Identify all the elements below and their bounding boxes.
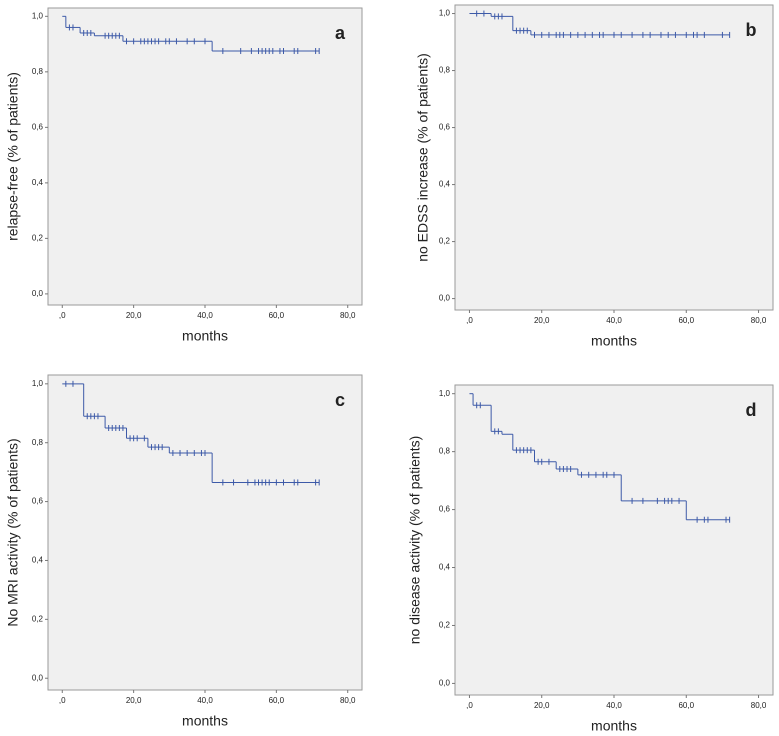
- x-tick-label: ,0: [59, 696, 66, 705]
- y-tick-label: 0,4: [32, 178, 44, 187]
- panel-letter: b: [746, 20, 757, 40]
- y-tick-label: 0,2: [439, 621, 451, 630]
- x-tick-label: 40,0: [606, 701, 622, 710]
- x-axis-title: months: [182, 328, 228, 344]
- plot-area: [47, 374, 363, 691]
- x-tick-label: 20,0: [534, 316, 550, 325]
- y-axis-title: relapse-free (% of patients): [5, 72, 21, 241]
- y-tick-label: 1,0: [439, 9, 451, 18]
- x-tick-label: 80,0: [340, 696, 356, 705]
- y-axis-title: no disease activity (% of patients): [407, 436, 423, 645]
- y-tick-label: 0,0: [439, 679, 451, 688]
- x-tick-label: ,0: [466, 701, 473, 710]
- y-tick-label: 0,8: [32, 67, 44, 76]
- y-tick-label: 1,0: [32, 379, 44, 388]
- panel-letter: c: [335, 390, 345, 410]
- x-tick-label: 40,0: [197, 311, 213, 320]
- x-tick-label: 60,0: [269, 696, 285, 705]
- y-tick-label: 0,2: [32, 614, 44, 623]
- y-axis-title: no EDSS increase (% of patients): [415, 53, 431, 262]
- x-tick-label: 80,0: [751, 316, 767, 325]
- x-tick-label: 20,0: [126, 696, 142, 705]
- y-tick-label: 1,0: [32, 11, 44, 20]
- y-tick-label: 0,8: [32, 438, 44, 447]
- y-tick-label: 0,2: [439, 237, 451, 246]
- y-axis-title: No MRI activity (% of patients): [5, 438, 21, 626]
- plot-area: [454, 384, 774, 696]
- y-tick-label: 0,4: [32, 556, 44, 565]
- x-tick-label: 20,0: [126, 311, 142, 320]
- y-tick-label: 0,6: [439, 505, 451, 514]
- x-axis-title: months: [591, 333, 637, 349]
- y-tick-label: 0,6: [32, 122, 44, 131]
- y-tick-label: 0,2: [32, 233, 44, 242]
- y-tick-label: 0,8: [439, 447, 451, 456]
- x-tick-label: 40,0: [197, 696, 213, 705]
- x-axis-title: months: [591, 718, 637, 734]
- y-tick-label: 0,0: [32, 673, 44, 682]
- x-tick-label: 80,0: [340, 311, 356, 320]
- x-tick-label: 80,0: [751, 701, 767, 710]
- x-tick-label: 60,0: [269, 311, 285, 320]
- y-tick-label: 0,8: [439, 66, 451, 75]
- y-tick-label: 0,0: [439, 294, 451, 303]
- x-tick-label: 60,0: [678, 316, 694, 325]
- plot-area: [454, 4, 774, 311]
- x-tick-label: 40,0: [606, 316, 622, 325]
- panel-letter: d: [746, 400, 757, 420]
- x-tick-label: 60,0: [678, 701, 694, 710]
- y-tick-label: 0,6: [32, 497, 44, 506]
- panel-letter: a: [335, 23, 346, 43]
- x-tick-label: ,0: [59, 311, 66, 320]
- y-tick-label: 0,6: [439, 123, 451, 132]
- x-axis-title: months: [182, 713, 228, 729]
- y-tick-label: 1,0: [439, 389, 451, 398]
- x-tick-label: ,0: [466, 316, 473, 325]
- y-tick-label: 0,4: [439, 563, 451, 572]
- x-tick-label: 20,0: [534, 701, 550, 710]
- plot-area: [47, 7, 363, 306]
- y-tick-label: 0,4: [439, 180, 451, 189]
- y-tick-label: 0,0: [32, 289, 44, 298]
